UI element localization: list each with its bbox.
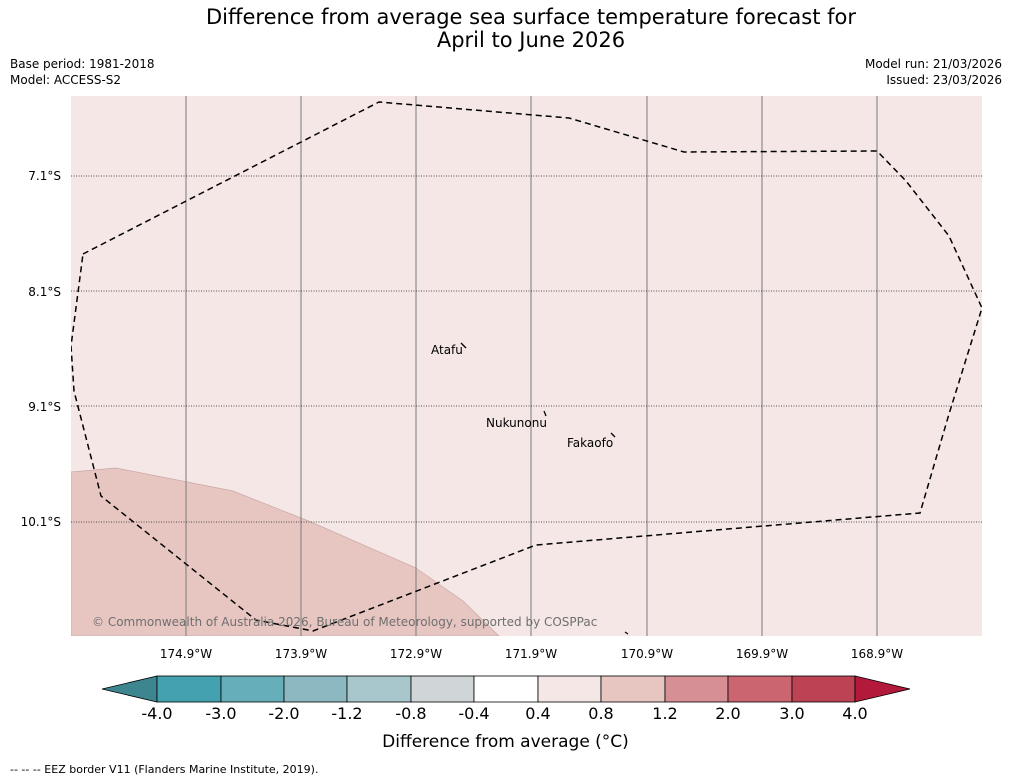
lat-label: 10.1°S xyxy=(20,515,61,529)
colorbar-tick: 2.0 xyxy=(715,704,741,723)
colorbar-swatch xyxy=(537,675,602,703)
colorbar-tick: 3.0 xyxy=(779,704,805,723)
colorbar-swatch xyxy=(101,675,158,703)
colorbar-swatch xyxy=(220,675,285,703)
title-line-2: April to June 2026 xyxy=(436,28,626,52)
lon-label: 173.9°W xyxy=(274,647,328,661)
colorbar-swatch xyxy=(791,675,856,703)
atafu-island xyxy=(460,342,467,349)
colorbar-tick: 0.4 xyxy=(525,704,551,723)
colorbar-swatch xyxy=(283,675,348,703)
chart-title: Difference from average sea surface temp… xyxy=(0,6,1011,52)
colorbar-tick: 1.2 xyxy=(652,704,678,723)
nukunonu-island xyxy=(543,410,547,417)
colorbar-swatch xyxy=(473,675,539,703)
title-line-1: Difference from average sea surface temp… xyxy=(206,5,856,29)
colorbar-tick: -2.0 xyxy=(268,704,300,723)
lat-label: 8.1°S xyxy=(28,285,61,299)
lon-label: 171.9°W xyxy=(504,647,558,661)
lon-label: 170.9°W xyxy=(620,647,674,661)
place-label-fakaofo: Fakaofo xyxy=(567,436,614,450)
colorbar-swatch xyxy=(600,675,666,703)
lon-label: 172.9°W xyxy=(389,647,443,661)
meridian-lines xyxy=(185,96,878,636)
parallel-lines xyxy=(71,175,982,523)
lat-label: 7.1°S xyxy=(28,169,61,183)
colorbar-swatch xyxy=(854,675,911,703)
colorbar-tick: -0.4 xyxy=(458,704,490,723)
colorbar-tick: -3.0 xyxy=(205,704,237,723)
colorbar xyxy=(101,675,911,703)
base-period: Base period: 1981-2018 xyxy=(10,57,155,71)
meta-right: Model run: 21/03/2026 Issued: 23/03/2026 xyxy=(865,56,1002,88)
map-canvas xyxy=(71,96,982,636)
colorbar-swatch xyxy=(664,675,729,703)
colorbar-label: Difference from average (°C) xyxy=(382,732,629,752)
model-run: Model run: 21/03/2026 xyxy=(864,57,1002,71)
eez-legend: -- -- -- EEZ border V11 (Flanders Marine… xyxy=(10,763,319,776)
colorbar-tick: 4.0 xyxy=(842,704,868,723)
lat-label: 9.1°S xyxy=(28,400,61,414)
warm-anomaly-region xyxy=(71,467,500,636)
colorbar-tick: -4.0 xyxy=(141,704,173,723)
colorbar-swatch xyxy=(156,675,222,703)
lon-label: 174.9°W xyxy=(159,647,213,661)
fakaofo-island xyxy=(610,432,616,438)
map-area[interactable] xyxy=(71,96,982,636)
colorbar-tick: 0.8 xyxy=(588,704,614,723)
colorbar-tick: -0.8 xyxy=(395,704,427,723)
colorbar-swatch xyxy=(346,675,412,703)
eez-border xyxy=(71,101,982,632)
model-name: Model: ACCESS-S2 xyxy=(10,73,122,87)
place-label-nukunonu: Nukunonu xyxy=(486,416,547,430)
colorbar-swatch xyxy=(410,675,475,703)
colorbar-swatch xyxy=(727,675,793,703)
meta-left: Base period: 1981-2018 Model: ACCESS-S2 xyxy=(10,56,155,88)
lon-label: 169.9°W xyxy=(735,647,789,661)
lon-label: 168.9°W xyxy=(850,647,904,661)
issued-date: Issued: 23/03/2026 xyxy=(886,73,1002,87)
colorbar-tick: -1.2 xyxy=(331,704,363,723)
place-label-atafu: Atafu xyxy=(431,343,463,357)
copyright-notice: © Commonwealth of Australia 2026, Bureau… xyxy=(92,615,598,629)
small-island xyxy=(624,631,629,635)
